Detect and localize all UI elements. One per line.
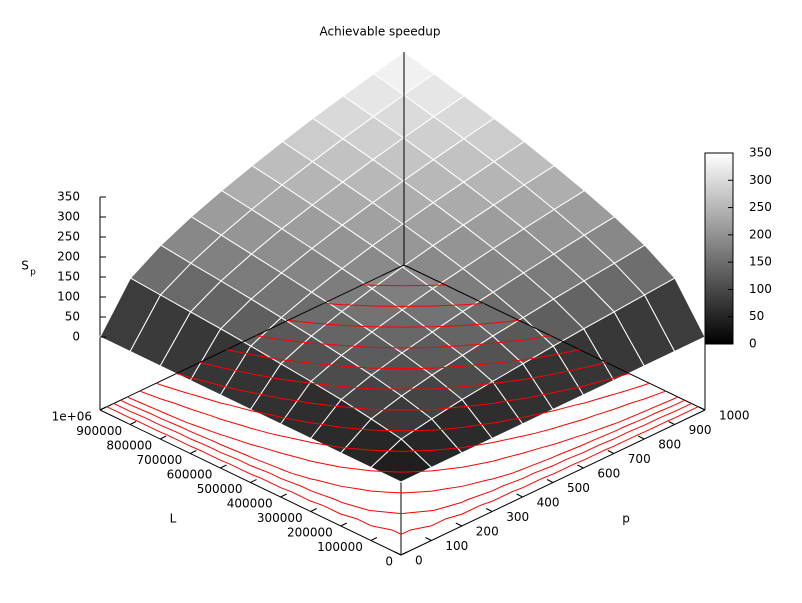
x-tick-label: 500 — [567, 481, 590, 495]
x-tick — [516, 493, 523, 498]
x-axis-label: p — [622, 512, 630, 526]
y-tick-label: 800000 — [106, 439, 152, 453]
x-tick-label: 600 — [597, 467, 620, 481]
x-tick-label: 100 — [445, 539, 468, 553]
colorbar-tick-label: 350 — [749, 146, 772, 160]
contour-line — [287, 319, 519, 328]
contour-line — [199, 362, 607, 390]
contour-line — [120, 399, 685, 494]
z-tick-label: 100 — [57, 290, 80, 304]
contour-line — [156, 382, 650, 432]
contour-line — [113, 403, 692, 515]
y-tick — [99, 406, 107, 411]
y-tick — [129, 421, 137, 425]
y-tick — [370, 537, 378, 541]
y-tick — [159, 435, 167, 440]
x-tick-label: 400 — [537, 496, 560, 510]
colorbar — [704, 152, 734, 345]
y-tick-label: 300000 — [257, 511, 303, 525]
chart-title: Achievable speedup — [320, 25, 441, 39]
y-tick — [310, 508, 317, 512]
y-axis-label: L — [170, 512, 177, 526]
box-edge — [403, 264, 706, 411]
x-tick — [546, 479, 554, 483]
colorbar-tick-label: 250 — [749, 200, 772, 214]
y-tick-label: 400000 — [227, 497, 273, 511]
y-tick-label: 700000 — [136, 453, 182, 467]
z-tick-label: 350 — [57, 190, 80, 204]
y-tick-label: 0 — [385, 555, 393, 569]
x-tick — [485, 508, 493, 512]
colorbar-tick-label: 50 — [749, 309, 764, 323]
z-axis-label: S — [21, 259, 29, 273]
x-tick — [668, 421, 675, 425]
x-tick-label: 800 — [658, 438, 681, 452]
z-tick-label: 200 — [57, 250, 80, 264]
contour-line — [139, 390, 666, 452]
contour-line — [323, 302, 484, 307]
contour-line — [255, 335, 551, 349]
y-tick — [400, 551, 408, 556]
contour-line — [362, 284, 446, 287]
y-tick — [280, 493, 287, 498]
contour-line — [106, 406, 699, 535]
x-tick — [394, 551, 402, 556]
colorbar-tick-label: 100 — [749, 282, 772, 296]
colorbar-tick-label: 200 — [749, 227, 772, 241]
y-tick — [190, 450, 197, 454]
x-tick — [577, 464, 584, 469]
contour-line — [176, 373, 630, 411]
x-tick — [607, 450, 615, 454]
colorbar-tick-label: 150 — [749, 255, 772, 269]
z-tick-label: 300 — [57, 210, 80, 224]
contour-line — [127, 396, 679, 473]
x-tick-label: 900 — [689, 423, 712, 437]
z-tick-label: 150 — [57, 270, 80, 284]
colorbar-tick-label: 300 — [749, 173, 772, 187]
y-tick-label: 100000 — [317, 540, 363, 554]
y-tick-label: 600000 — [167, 468, 213, 482]
y-tick-label: 900000 — [76, 424, 122, 438]
y-tick — [340, 522, 348, 527]
z-tick-label: 250 — [57, 230, 80, 244]
x-tick-label: 0 — [415, 554, 423, 568]
box-edge — [99, 264, 405, 411]
x-tick — [455, 522, 463, 527]
x-tick-label: 700 — [628, 452, 651, 466]
x-tick-label: 1000 — [719, 409, 750, 423]
y-tick-label: 1e+06 — [52, 410, 92, 424]
x-tick-label: 300 — [506, 510, 529, 524]
x-tick-label: 200 — [476, 525, 499, 539]
y-tick — [220, 464, 227, 469]
x-tick — [425, 537, 432, 541]
colorbar-tick-label: 0 — [749, 337, 757, 351]
z-axis-label-subscript: p — [30, 268, 36, 278]
y-tick — [250, 479, 257, 483]
x-tick — [637, 435, 645, 440]
z-tick-label: 0 — [72, 330, 80, 344]
x-tick — [698, 406, 706, 411]
z-tick-label: 50 — [65, 310, 80, 324]
contour-line — [226, 349, 581, 370]
y-tick-label: 500000 — [197, 482, 243, 496]
y-tick-label: 200000 — [287, 526, 333, 540]
